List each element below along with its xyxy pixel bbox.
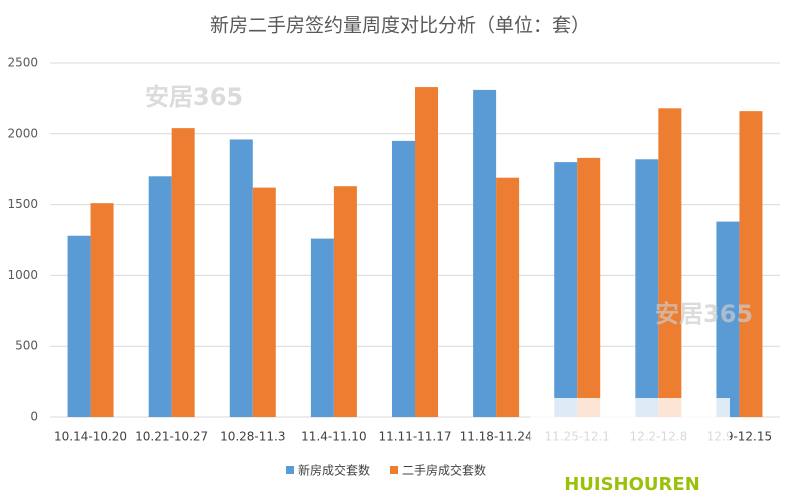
legend-swatch <box>390 466 399 474</box>
x-tick-label: 10.14-10.20 <box>54 430 127 444</box>
bar <box>496 177 520 417</box>
bar <box>252 187 276 417</box>
x-tick-label: 10.21-10.27 <box>135 430 208 444</box>
bar <box>739 111 763 418</box>
bar <box>333 186 357 417</box>
bar <box>310 238 334 417</box>
chart-title: 新房二手房签约量周度对比分析（单位：套） <box>210 15 590 37</box>
bar <box>67 235 91 417</box>
bar <box>148 176 172 417</box>
bar <box>229 139 253 418</box>
bar <box>554 162 578 417</box>
x-tick-label: 11.18-11.24 <box>460 430 533 444</box>
y-tick-label: 500 <box>15 339 38 353</box>
bar <box>473 89 497 418</box>
bar <box>577 157 601 417</box>
bar <box>415 87 438 418</box>
legend-swatch <box>286 466 294 474</box>
legend-label: 新房成交套数 <box>298 463 370 478</box>
y-tick-label: 2500 <box>7 56 38 70</box>
watermark: 安居365 <box>655 300 753 328</box>
bar <box>716 221 740 417</box>
bar <box>658 108 682 417</box>
legend-label: 二手房成交套数 <box>402 463 486 478</box>
y-tick-label: 1000 <box>7 268 38 282</box>
logo-text: HUISHOUREN <box>564 474 700 495</box>
x-tick-label: 10.28-11.3 <box>220 430 285 444</box>
bar <box>635 159 659 417</box>
y-tick-label: 0 <box>30 410 38 424</box>
watermark: 安居365 <box>145 83 243 111</box>
bar <box>90 203 114 417</box>
x-tick-label: 11.11-11.17 <box>378 430 451 444</box>
y-tick-label: 2000 <box>7 126 38 140</box>
y-tick-label: 1500 <box>7 197 38 211</box>
x-tick-label: 11.4-11.10 <box>301 430 366 444</box>
bar <box>392 140 415 417</box>
bar <box>171 128 195 418</box>
logo-backdrop <box>530 398 730 496</box>
